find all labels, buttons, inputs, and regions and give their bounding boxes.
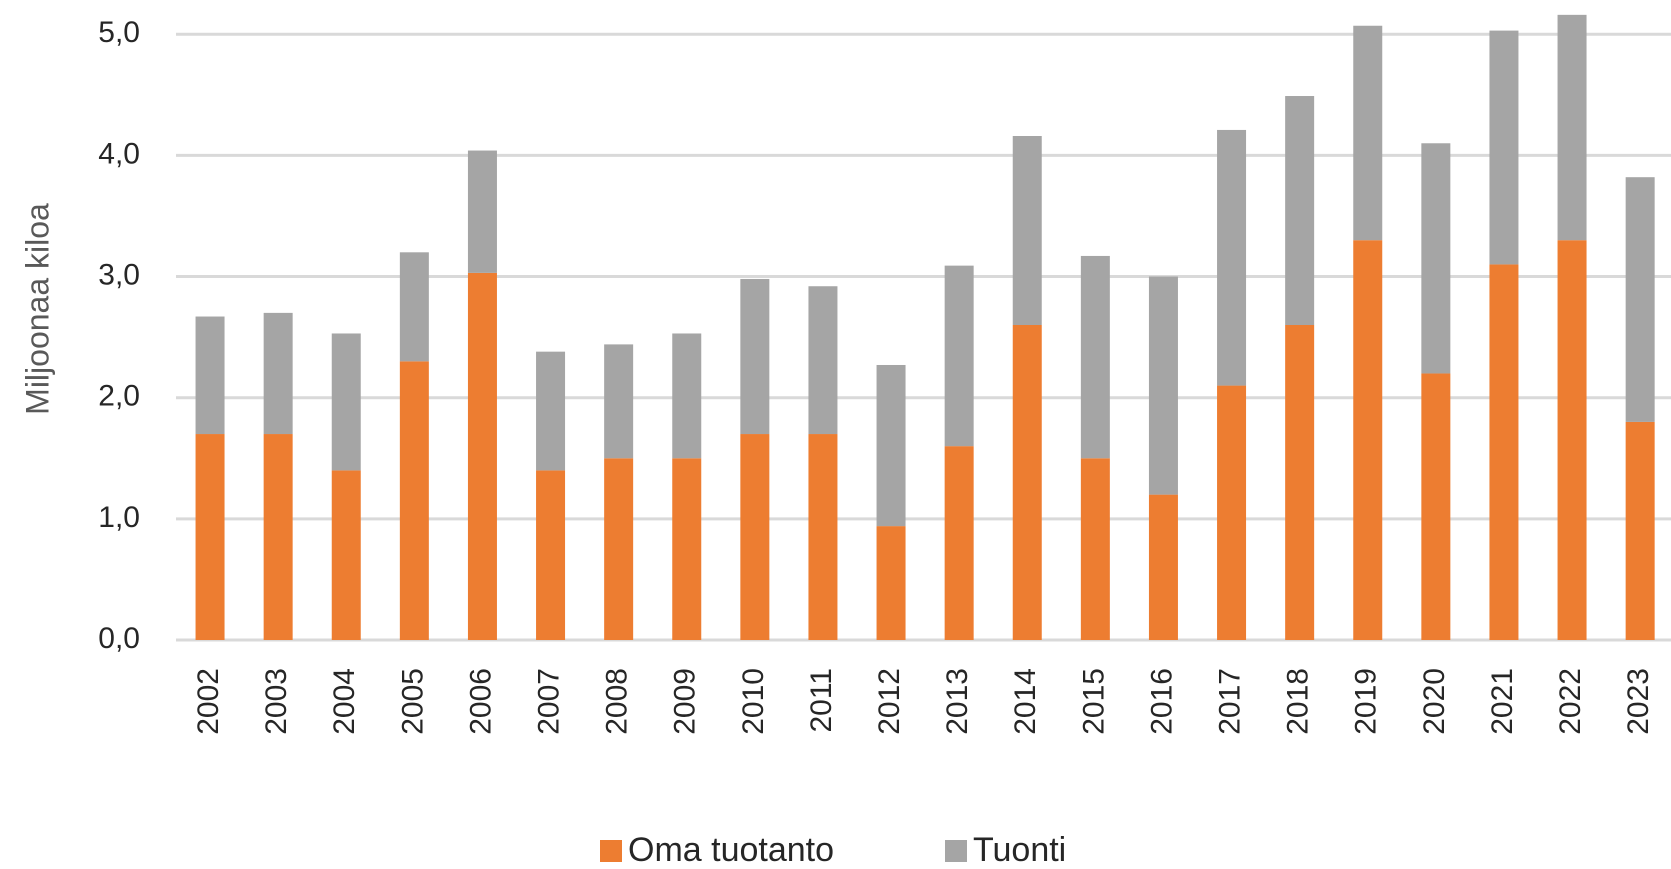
bar-segment: [331, 470, 361, 640]
x-tick-label: 2021: [1486, 668, 1519, 735]
x-tick-label: 2019: [1350, 668, 1383, 735]
bar-segment: [1217, 385, 1247, 640]
bar-segment: [1353, 25, 1383, 241]
bar-segment: [1080, 255, 1110, 459]
bar-segment: [1012, 136, 1042, 325]
bar-segment: [808, 434, 838, 640]
bar-segment: [399, 361, 429, 640]
bar-segment: [1421, 373, 1451, 640]
legend-label: Oma tuotanto: [628, 831, 834, 869]
bar-segment: [604, 458, 634, 640]
bar-segment: [740, 278, 770, 435]
bar-segment: [1285, 325, 1315, 640]
bar-segment: [808, 286, 838, 435]
x-tick-label: 2006: [464, 668, 497, 735]
bar-segment: [1489, 264, 1519, 640]
bar-segment: [536, 351, 566, 471]
y-axis-title: Miljoonaa kiloa: [19, 203, 55, 415]
x-tick-label: 2012: [873, 668, 906, 735]
x-tick-label: 2007: [532, 668, 565, 735]
bar-segment: [1217, 129, 1247, 386]
bar-segment: [1080, 458, 1110, 640]
bar-segment: [1557, 14, 1587, 241]
bar-segment: [263, 434, 293, 640]
x-tick-label: 2018: [1282, 668, 1315, 735]
legend-swatch: [945, 840, 967, 862]
x-tick-label: 2005: [396, 668, 429, 735]
x-tick-label: 2017: [1213, 668, 1246, 735]
y-tick-label: 3,0: [98, 258, 140, 291]
y-tick-label: 4,0: [98, 137, 140, 170]
x-tick-label: 2011: [805, 668, 838, 733]
y-tick-label: 0,0: [98, 622, 140, 655]
bar-segment: [195, 434, 225, 640]
y-tick-label: 5,0: [98, 16, 140, 49]
y-tick-label: 1,0: [98, 501, 140, 534]
bar-segment: [467, 272, 497, 640]
x-tick-label: 2004: [328, 668, 361, 735]
bar-segment: [195, 316, 225, 435]
bar-segment: [876, 364, 906, 527]
bar-segment: [1012, 325, 1042, 640]
bar-segment: [331, 333, 361, 471]
bar-segment: [672, 458, 702, 640]
bar-segment: [876, 526, 906, 640]
bar-segment: [1625, 421, 1655, 640]
x-tick-label: 2009: [669, 668, 702, 735]
bar-segment: [604, 344, 634, 459]
x-tick-label: 2008: [601, 668, 634, 735]
x-tick-label: 2023: [1622, 668, 1655, 735]
bar-segment: [1625, 177, 1655, 422]
x-tick-label: 2010: [737, 668, 770, 735]
legend-label: Tuonti: [973, 831, 1066, 869]
bar-segment: [399, 252, 429, 362]
bar-segment: [944, 446, 974, 640]
x-tick-label: 2002: [192, 668, 225, 735]
x-tick-label: 2013: [941, 668, 974, 735]
bar-segment: [944, 265, 974, 447]
x-tick-label: 2016: [1145, 668, 1178, 735]
bar-segment: [672, 333, 702, 459]
bar-segment: [536, 470, 566, 640]
bar-segment: [1353, 240, 1383, 640]
x-tick-label: 2015: [1077, 668, 1110, 735]
x-tick-label: 2022: [1554, 668, 1587, 735]
x-tick-label: 2014: [1009, 668, 1042, 735]
bar-segment: [740, 434, 770, 640]
bar-segment: [467, 150, 497, 273]
bar-segment: [1148, 494, 1178, 640]
bar-segment: [1148, 276, 1178, 495]
bar-segment: [1557, 240, 1587, 640]
legend-swatch: [600, 840, 622, 862]
y-tick-label: 2,0: [98, 380, 140, 413]
bar-segment: [1421, 143, 1451, 374]
bar-segment: [263, 312, 293, 435]
x-tick-label: 2020: [1418, 668, 1451, 735]
x-tick-label: 2003: [260, 668, 293, 735]
bar-segment: [1489, 30, 1519, 265]
bar-segment: [1285, 96, 1315, 326]
